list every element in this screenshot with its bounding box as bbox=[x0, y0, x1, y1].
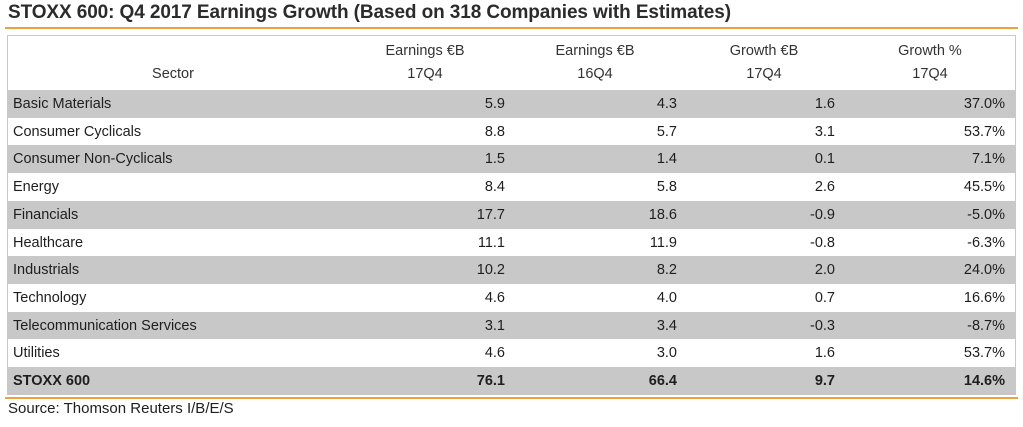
column-header-earnings-17q4-line1: Earnings €B bbox=[385, 43, 465, 59]
cell-earnings-16q4: 4.3 bbox=[656, 96, 677, 112]
column-header-sector-line1 bbox=[128, 40, 218, 63]
table-row: Consumer Non-Cyclicals 1.5 1.4 0.1 7.1% bbox=[8, 145, 1015, 174]
cell-sector: Telecommunication Services bbox=[13, 317, 197, 334]
cell-sector: Consumer Cyclicals bbox=[13, 123, 142, 140]
total-sector: STOXX 600 bbox=[13, 373, 91, 389]
total-growth-pct: 14.6% bbox=[963, 373, 1005, 389]
column-header-earnings-16q4: Earnings €B 16Q4 bbox=[540, 40, 650, 86]
total-growth-eur: 9.7 bbox=[814, 373, 835, 389]
cell-sector: Technology bbox=[13, 289, 87, 306]
cell-growth-eur: -0.8 bbox=[810, 234, 835, 251]
cell-growth-pct: 24.0% bbox=[963, 262, 1005, 279]
cell-growth-pct: 37.0% bbox=[963, 96, 1005, 112]
cell-earnings-17q4: 8.8 bbox=[484, 123, 505, 140]
column-header-sector-line2: Sector bbox=[152, 66, 194, 82]
cell-growth-pct: 7.1% bbox=[971, 151, 1005, 168]
column-header-growth-eur-line1: Growth €B bbox=[729, 43, 799, 59]
table-row: Technology 4.6 4.0 0.7 16.6% bbox=[8, 284, 1015, 312]
column-header-growth-eur: Growth €B 17Q4 bbox=[712, 40, 816, 86]
cell-earnings-16q4: 18.6 bbox=[648, 206, 677, 223]
cell-growth-eur: 1.6 bbox=[814, 96, 835, 112]
cell-growth-eur: 2.0 bbox=[814, 262, 835, 279]
cell-earnings-17q4: 8.4 bbox=[484, 179, 505, 196]
cell-sector: Healthcare bbox=[13, 234, 84, 251]
cell-earnings-17q4: 17.7 bbox=[476, 206, 505, 223]
column-header-earnings-16q4-line2: 16Q4 bbox=[577, 66, 613, 82]
cell-sector: Basic Materials bbox=[13, 96, 112, 112]
table-title: STOXX 600: Q4 2017 Earnings Growth (Base… bbox=[8, 2, 731, 23]
cell-earnings-17q4: 1.5 bbox=[484, 151, 505, 168]
cell-growth-eur: 0.7 bbox=[814, 289, 835, 306]
cell-growth-eur: -0.9 bbox=[810, 206, 835, 223]
cell-earnings-17q4: 3.1 bbox=[484, 317, 505, 334]
cell-earnings-16q4: 5.8 bbox=[656, 179, 677, 196]
column-header-growth-pct: Growth % 17Q4 bbox=[880, 40, 980, 86]
top-accent-rule bbox=[5, 27, 1018, 29]
cell-growth-eur: 1.6 bbox=[814, 345, 835, 362]
cell-growth-pct: 45.5% bbox=[963, 179, 1005, 196]
table-row: Industrials 10.2 8.2 2.0 24.0% bbox=[8, 256, 1015, 284]
column-header-earnings-17q4: Earnings €B 17Q4 bbox=[370, 40, 480, 86]
column-header-growth-pct-line1: Growth % bbox=[898, 43, 962, 59]
cell-earnings-16q4: 3.4 bbox=[656, 317, 677, 334]
cell-earnings-16q4: 8.2 bbox=[656, 262, 677, 279]
table-row: Energy 8.4 5.8 2.6 45.5% bbox=[8, 173, 1015, 201]
cell-growth-pct: -5.0% bbox=[967, 206, 1005, 223]
cell-sector: Energy bbox=[13, 179, 59, 196]
cell-earnings-17q4: 4.6 bbox=[484, 345, 505, 362]
table-row: Consumer Cyclicals 8.8 5.7 3.1 53.7% bbox=[8, 118, 1015, 146]
table-row: Healthcare 11.1 11.9 -0.8 -6.3% bbox=[8, 229, 1015, 257]
cell-earnings-17q4: 4.6 bbox=[484, 289, 505, 306]
cell-growth-pct: 53.7% bbox=[963, 123, 1005, 140]
cell-earnings-16q4: 11.9 bbox=[649, 234, 677, 251]
table-row: Telecommunication Services 3.1 3.4 -0.3 -8.7… bbox=[8, 311, 1015, 340]
cell-sector: Consumer Non-Cyclicals bbox=[13, 151, 173, 168]
cell-earnings-16q4: 3.0 bbox=[656, 345, 677, 362]
cell-growth-pct: -6.3% bbox=[967, 234, 1005, 251]
table-row-total: STOXX 600 76.1 66.4 9.7 14.6% bbox=[8, 367, 1015, 395]
cell-growth-pct: 16.6% bbox=[963, 289, 1005, 306]
cell-earnings-17q4: 5.9 bbox=[484, 96, 505, 112]
column-header-growth-pct-line2: 17Q4 bbox=[912, 66, 948, 82]
cell-earnings-17q4: 10.2 bbox=[476, 262, 505, 279]
source-note: Source: Thomson Reuters I/B/E/S bbox=[8, 400, 234, 417]
cell-sector: Financials bbox=[13, 206, 79, 223]
cell-earnings-17q4: 11.1 bbox=[477, 234, 505, 251]
table-row: Basic Materials 5.9 4.3 1.6 37.0% bbox=[8, 90, 1015, 118]
total-earnings-17q4: 76.1 bbox=[476, 373, 505, 389]
cell-growth-pct: -8.7% bbox=[967, 317, 1005, 334]
column-header-growth-eur-line2: 17Q4 bbox=[746, 66, 782, 82]
table-row: Utilities 4.6 3.0 1.6 53.7% bbox=[8, 339, 1015, 367]
cell-earnings-16q4: 1.4 bbox=[656, 151, 677, 168]
bottom-accent-rule bbox=[5, 397, 1018, 399]
cell-sector: Utilities bbox=[13, 345, 60, 362]
cell-growth-eur: 2.6 bbox=[814, 179, 835, 196]
cell-growth-eur: 0.1 bbox=[814, 151, 835, 168]
total-earnings-16q4: 66.4 bbox=[648, 373, 677, 389]
cell-growth-eur: -0.3 bbox=[810, 317, 835, 334]
cell-earnings-16q4: 4.0 bbox=[656, 289, 677, 306]
table-row: Financials 17.7 18.6 -0.9 -5.0% bbox=[8, 200, 1015, 229]
column-header-earnings-17q4-line2: 17Q4 bbox=[407, 66, 443, 82]
cell-sector: Industrials bbox=[13, 262, 80, 279]
cell-earnings-16q4: 5.7 bbox=[656, 123, 677, 140]
column-header-earnings-16q4-line1: Earnings €B bbox=[555, 43, 635, 59]
cell-growth-pct: 53.7% bbox=[963, 345, 1005, 362]
column-header-sector: Sector bbox=[128, 40, 218, 86]
cell-growth-eur: 3.1 bbox=[814, 123, 835, 140]
